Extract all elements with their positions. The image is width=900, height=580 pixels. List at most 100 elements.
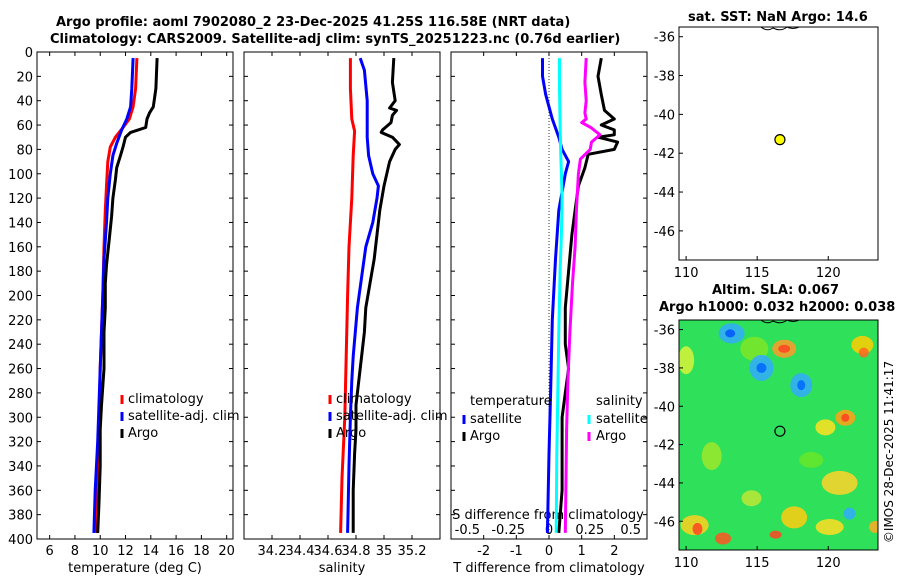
legend-label: Argo — [336, 426, 366, 441]
sst-map-ytick-label: -40 — [654, 108, 675, 123]
sla-anomaly-blob — [781, 506, 808, 529]
sla-anomaly-blob — [679, 346, 695, 375]
legend-label: satellite — [470, 412, 522, 427]
sla-map-ytick-label: -40 — [654, 400, 675, 415]
sst-map-coastline — [760, 26, 800, 31]
legend-label: Argo — [128, 426, 158, 441]
temperature-xtick-label: 6 — [46, 544, 54, 559]
salinity-xtick-label: 34.8 — [342, 544, 371, 559]
depth-tick-label: 200 — [8, 290, 33, 305]
sla-anomaly-blob — [725, 329, 736, 338]
salinity-diff-tick-label: 0.25 — [575, 523, 604, 538]
depth-tick-label: 0 — [25, 46, 33, 61]
salinity-xtick-label: 35.2 — [398, 544, 427, 559]
legend-label: satellite-adj. clim — [336, 409, 448, 424]
temperature-series-argo — [96, 58, 159, 533]
difference-series-salinity-argo — [563, 58, 602, 533]
depth-tick-label: 320 — [8, 436, 33, 451]
sla-anomaly-blob — [797, 380, 806, 391]
legend-label: Argo — [470, 429, 500, 444]
sla-anomaly-blob — [741, 490, 762, 507]
legend-heading-salinity: salinity — [596, 394, 643, 409]
legend-label: climatology — [336, 392, 412, 407]
difference-xtick-label: 0 — [545, 544, 553, 559]
depth-tick-label: 220 — [8, 314, 33, 329]
sla-anomaly-blob — [799, 451, 824, 468]
temperature-xtick-label: 14 — [143, 544, 160, 559]
legend-label: Argo — [596, 429, 626, 444]
sla-map-xtick-label: 110 — [674, 556, 699, 571]
sst-map-frame — [678, 26, 879, 261]
temperature-xtick-label: 16 — [168, 544, 185, 559]
difference-xtick-label: -2 — [477, 544, 490, 559]
sst-map-ytick-label: -44 — [654, 186, 675, 201]
sla-map-ytick-label: -46 — [654, 515, 675, 530]
depth-tick-label: 280 — [8, 387, 33, 402]
legend-label: satellite-adj. clim — [128, 409, 240, 424]
sla-map-title: Altim. SLA: 0.067 — [712, 283, 839, 298]
sst-map-title: sat. SST: NaN Argo: 14.6 — [688, 10, 868, 25]
sla-anomaly-blob — [769, 530, 782, 539]
difference-xlabel: T difference from climatology — [452, 561, 645, 576]
temperature-xlabel: temperature (deg C) — [68, 561, 202, 576]
sst-map-xtick-label: 120 — [816, 266, 841, 281]
sla-anomaly-blob — [843, 507, 856, 520]
salinity-diff-tick-label: 0.5 — [620, 523, 641, 538]
legend-heading-temperature: temperature — [470, 394, 552, 409]
depth-tick-label: 60 — [16, 119, 33, 134]
temperature-series-satellite-adj-clim — [92, 58, 135, 533]
salinity-series-climatology — [339, 58, 357, 533]
temperature-xtick-label: 10 — [92, 544, 109, 559]
sla-anomaly-blob — [715, 532, 732, 545]
sst-map-ytick-label: -36 — [654, 31, 675, 46]
sla-map-coastline — [760, 319, 800, 324]
salinity-xtick-label: 35 — [376, 544, 393, 559]
sla-anomaly-blob — [815, 519, 844, 535]
sla-anomaly-blob — [869, 521, 878, 533]
depth-tick-label: 240 — [8, 338, 33, 353]
sla-anomaly-blob — [851, 335, 874, 354]
sla-anomaly-blob — [841, 413, 850, 422]
sst-map-xtick-label: 115 — [745, 266, 770, 281]
depth-tick-label: 380 — [8, 509, 33, 524]
depth-tick-label: 260 — [8, 363, 33, 378]
salinity-xtick-label: 34.4 — [286, 544, 315, 559]
salinity-series-argo — [351, 58, 401, 533]
sst-map-ytick-label: -38 — [654, 70, 675, 85]
temperature-xtick-label: 20 — [218, 544, 235, 559]
argo-float-marker — [774, 134, 786, 146]
depth-tick-label: 340 — [8, 460, 33, 475]
difference-series-temperature-argo — [557, 57, 620, 534]
title-line1: Argo profile: aoml 7902080_2 23-Dec-2025… — [56, 15, 571, 30]
sst-map-xtick-label: 110 — [674, 266, 699, 281]
difference-series-salinity-satellite — [554, 58, 564, 533]
sla-anomaly-blob — [858, 347, 869, 358]
title-line2: Climatology: CARS2009. Satellite-adj cli… — [50, 32, 621, 47]
depth-tick-label: 20 — [16, 70, 33, 85]
legend-label: satellite — [596, 412, 648, 427]
salinity-diff-tick-label: -0.5 — [455, 523, 480, 538]
depth-tick-label: 80 — [16, 143, 33, 158]
sla-anomaly-blob — [815, 419, 836, 436]
temperature-axes-frame — [36, 51, 234, 540]
depth-tick-label: 300 — [8, 411, 33, 426]
temperature-xtick-label: 12 — [117, 544, 134, 559]
depth-tick-label: 360 — [8, 484, 33, 499]
difference-series-temperature-satellite — [541, 58, 571, 533]
salinity-diff-tick-label: 0 — [545, 523, 553, 538]
depth-tick-label: 120 — [8, 192, 33, 207]
sla-heatmap-field — [679, 320, 878, 550]
difference-xtick-label: 1 — [578, 544, 586, 559]
difference-xtick-label: 2 — [610, 544, 618, 559]
sla-map-subtitle: Argo h1000: 0.032 h2000: 0.038 — [659, 300, 896, 315]
salinity-xtick-label: 34.2 — [258, 544, 287, 559]
sla-map-frame — [678, 319, 879, 551]
salinity-xlabel: salinity — [319, 561, 366, 576]
temperature-xtick-label: 8 — [71, 544, 79, 559]
salinity-series-satellite-adj-clim — [346, 57, 380, 533]
sla-anomaly-blob — [701, 442, 722, 471]
depth-tick-label: 180 — [8, 265, 33, 280]
sla-map-ytick-label: -36 — [654, 324, 675, 339]
sla-anomaly-blob — [692, 522, 703, 535]
